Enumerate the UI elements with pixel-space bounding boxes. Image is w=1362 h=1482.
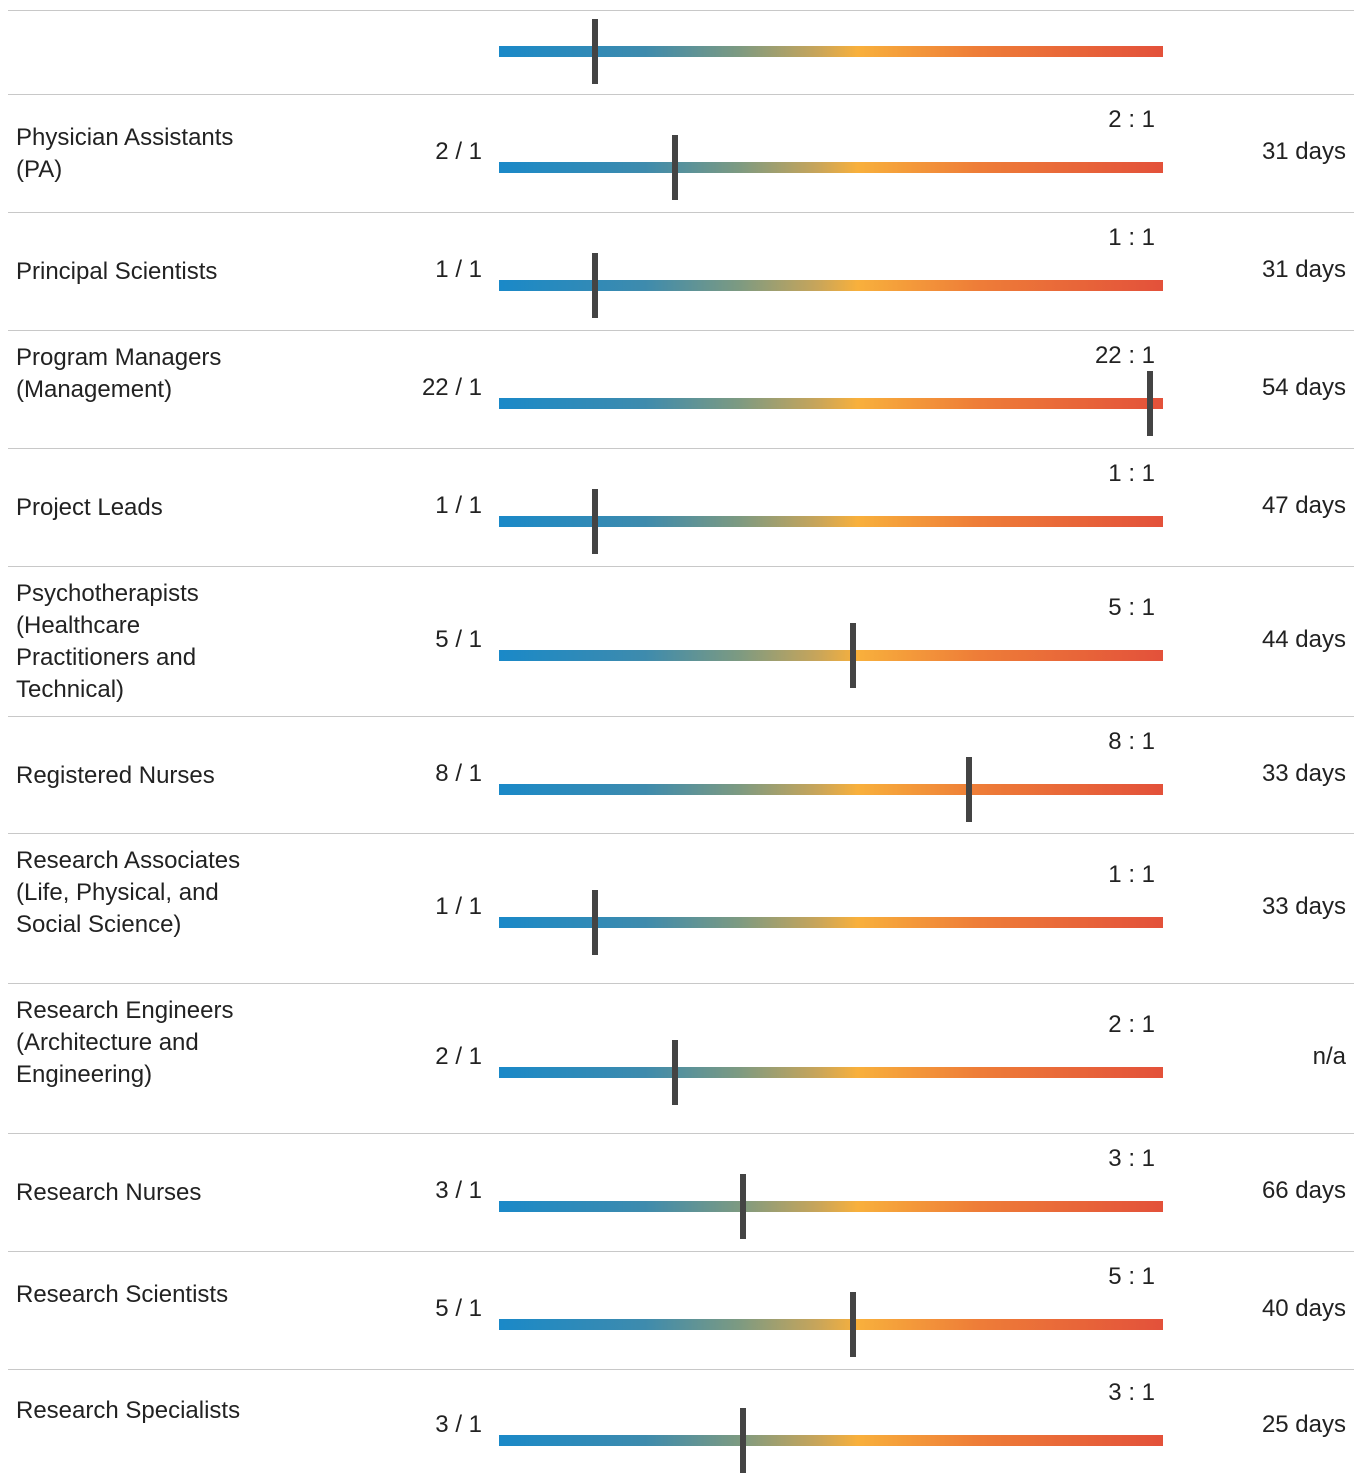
table-row: Research Nurses 3 / 1 3 : 1 66 days bbox=[8, 1133, 1354, 1251]
time-to-fill: 33 days bbox=[1261, 893, 1346, 920]
ratio-gradient-bar bbox=[499, 917, 1163, 928]
role-label: Principal Scientists bbox=[16, 258, 218, 285]
ratio-gradient-bar bbox=[499, 398, 1163, 409]
time-to-fill: 25 days bbox=[1261, 1410, 1346, 1438]
time-to-fill: 33 days bbox=[1261, 759, 1346, 787]
ratio-value: 3 / 1 bbox=[435, 1177, 482, 1204]
role-label: Research Associates (Life, Physical, and… bbox=[16, 847, 241, 938]
time-to-fill: 47 days bbox=[1261, 492, 1346, 519]
ratio-gradient-bar bbox=[499, 1067, 1163, 1078]
role-label: Project Leads bbox=[16, 494, 163, 521]
ratio-marker bbox=[592, 890, 598, 955]
role-label: Research Engineers (Architecture and Eng… bbox=[16, 997, 234, 1088]
ratio-marker bbox=[850, 1292, 856, 1357]
time-to-fill: n/a bbox=[1312, 1043, 1346, 1070]
table-row: Psychotherapists (Healthcare Practitione… bbox=[8, 566, 1354, 716]
role-label: Research Specialists bbox=[16, 1396, 241, 1424]
ratio-gradient-bar bbox=[499, 1201, 1163, 1212]
role-label: Program Managers (Management) bbox=[16, 344, 222, 403]
ratio-value: 5 / 1 bbox=[435, 626, 482, 653]
role-label: Research Nurses bbox=[16, 1179, 202, 1206]
ratio-gradient-bar bbox=[499, 516, 1163, 527]
ratio-marker bbox=[1147, 371, 1153, 436]
table-row: Principal Scientists 1 / 1 1 : 1 31 days bbox=[8, 212, 1354, 330]
table-row: Physician Assistants (PA) 2 / 1 2 : 1 31 da… bbox=[8, 94, 1354, 212]
ratio-scale-label: 5 : 1 bbox=[1108, 594, 1155, 621]
ratio-marker bbox=[850, 623, 856, 688]
ratio-value: 3 / 1 bbox=[435, 1410, 482, 1438]
ratio-gradient-bar bbox=[499, 783, 1163, 795]
ratio-marker bbox=[966, 756, 972, 822]
ratio-value: 1 / 1 bbox=[435, 893, 482, 920]
ratio-value: 8 / 1 bbox=[435, 759, 482, 787]
ratio-value: 22 / 1 bbox=[421, 374, 482, 401]
ratio-marker bbox=[592, 19, 598, 84]
ratio-marker bbox=[592, 489, 598, 554]
ratio-gradient-bar bbox=[499, 1319, 1163, 1330]
table-row: Project Leads 1 / 1 1 : 1 47 days bbox=[8, 448, 1354, 566]
table-row: Program Managers (Management) 22 / 1 22 : … bbox=[8, 330, 1354, 448]
role-label: Psychotherapists (Healthcare Practitione… bbox=[16, 580, 199, 703]
ratio-gradient-bar bbox=[499, 650, 1163, 661]
time-to-fill: 54 days bbox=[1261, 374, 1346, 401]
ratio-scale-label: 3 : 1 bbox=[1108, 1378, 1155, 1406]
ratio-marker bbox=[672, 135, 678, 200]
time-to-fill: 66 days bbox=[1261, 1177, 1346, 1204]
ratio-scale-label: 22 : 1 bbox=[1094, 342, 1155, 369]
ratio-scale-label: 2 : 1 bbox=[1108, 1011, 1155, 1038]
ratio-marker bbox=[740, 1174, 746, 1239]
ratio-gradient-bar bbox=[499, 46, 1163, 57]
ratio-gradient-bar bbox=[499, 280, 1163, 291]
ratio-scale-label: 1 : 1 bbox=[1108, 861, 1155, 888]
role-label: Research Scientists bbox=[16, 1281, 229, 1308]
table-row: Research Engineers (Architecture and Eng… bbox=[8, 983, 1354, 1133]
time-to-fill: 44 days bbox=[1261, 626, 1346, 653]
role-label: Physician Assistants (PA) bbox=[16, 124, 234, 183]
ratio-marker bbox=[672, 1040, 678, 1105]
table-row: Registered Nurses 8 / 1 8 : 1 33 days bbox=[8, 716, 1354, 833]
ratio-gradient-bar bbox=[499, 162, 1163, 173]
table-row bbox=[8, 10, 1354, 94]
ratio-scale-label: 3 : 1 bbox=[1108, 1145, 1155, 1172]
time-to-fill: 31 days bbox=[1261, 256, 1346, 283]
ratio-value: 2 / 1 bbox=[435, 1043, 482, 1070]
ratio-scale-label: 1 : 1 bbox=[1108, 460, 1155, 487]
table-row: Research Associates (Life, Physical, and… bbox=[8, 833, 1354, 983]
ratio-gradient-bar bbox=[499, 1434, 1163, 1446]
ratio-value: 2 / 1 bbox=[435, 138, 482, 165]
ratio-value: 1 / 1 bbox=[435, 492, 482, 519]
table-row: Research Specialists 3 / 1 3 : 1 25 days bbox=[8, 1369, 1354, 1482]
ratio-marker bbox=[592, 253, 598, 318]
ratio-value: 1 / 1 bbox=[435, 256, 482, 283]
time-to-fill: 40 days bbox=[1261, 1295, 1346, 1322]
table-row: Research Scientists 5 / 1 5 : 1 40 days bbox=[8, 1251, 1354, 1369]
ratio-marker bbox=[740, 1407, 746, 1473]
ratio-scale-label: 5 : 1 bbox=[1108, 1263, 1155, 1290]
time-to-fill: 31 days bbox=[1261, 138, 1346, 165]
ratio-scale-label: 1 : 1 bbox=[1108, 224, 1155, 251]
role-label: Registered Nurses bbox=[16, 761, 215, 789]
ratio-scale-label: 2 : 1 bbox=[1108, 106, 1155, 133]
ratio-value: 5 / 1 bbox=[435, 1295, 482, 1322]
ratio-scale-label: 8 : 1 bbox=[1108, 727, 1155, 755]
